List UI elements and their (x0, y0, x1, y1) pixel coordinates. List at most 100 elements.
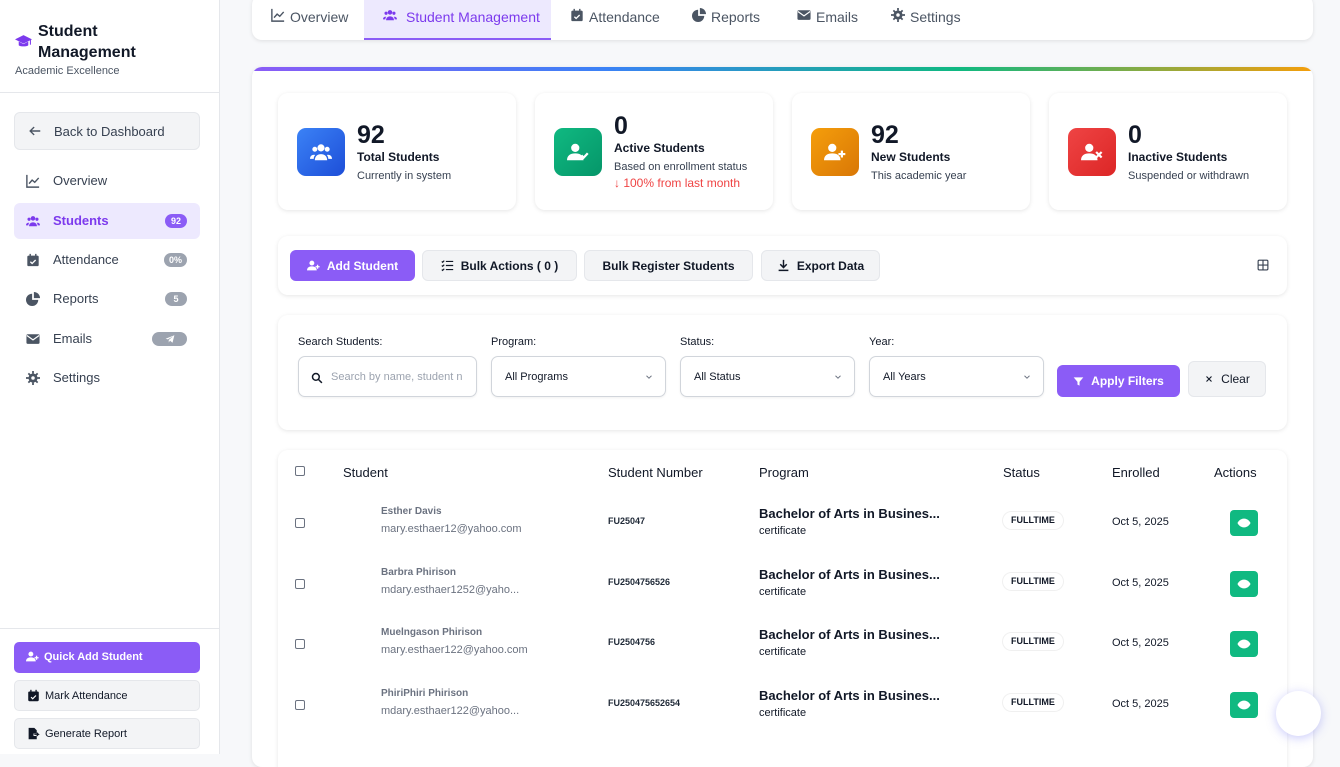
filter-label: Search Students: (298, 336, 383, 348)
tab[interactable]: Student Management (364, 0, 551, 40)
select-value: All Programs (505, 371, 568, 383)
button-icon (441, 260, 453, 272)
button-icon (1206, 376, 1213, 382)
nav-label: Settings (53, 370, 100, 385)
nav-badge (152, 332, 187, 346)
program-type: certificate (759, 525, 807, 537)
view-button[interactable] (1230, 692, 1258, 719)
stat-icon (811, 128, 859, 176)
clear-button[interactable]: Clear (1188, 361, 1266, 397)
table-row: Muelngason Phirison mary.esthaer122@yahoo… (278, 614, 1287, 675)
status-badge: FULLTIME (1003, 694, 1063, 712)
nav-icon (26, 174, 40, 188)
nav-item[interactable]: Emails (14, 321, 200, 357)
button-icon (306, 260, 320, 271)
nav-item[interactable]: Attendance 0% (14, 242, 200, 278)
filter-label: Year: (869, 336, 895, 348)
stat-note: Suspended or withdrawn (1128, 170, 1250, 182)
nav-label: Overview (53, 173, 108, 188)
column-header: Student Number (608, 465, 703, 480)
stat-value: 92 (871, 121, 899, 149)
nav-icon (27, 253, 39, 267)
program-name: Bachelor of Arts in Busines... (759, 688, 940, 704)
program-type: certificate (759, 585, 807, 598)
quick-action[interactable]: Mark Attendance (14, 680, 200, 711)
tab-label: Settings (910, 9, 961, 25)
tab[interactable]: Overview (252, 0, 364, 40)
stat-icon (554, 128, 602, 176)
view-icon (1237, 640, 1251, 649)
stat-label: Inactive Students (1128, 150, 1228, 164)
apply-filters-button[interactable]: Apply Filters (1057, 365, 1180, 397)
view-button[interactable] (1230, 570, 1258, 597)
student-email: mdary.esthaer122@yahoo... (381, 705, 520, 718)
select-chevron (835, 375, 841, 379)
stat-icon-glyph (824, 143, 846, 161)
checkbox[interactable] (295, 466, 305, 476)
nav-item[interactable]: Overview (14, 163, 200, 199)
floating-button[interactable] (1276, 691, 1321, 736)
tab[interactable]: Settings (872, 0, 972, 40)
nav-item[interactable]: Reports 5 (14, 281, 200, 317)
column-header: Student (343, 465, 388, 480)
checkbox[interactable] (295, 639, 305, 650)
stat-card: 0 Inactive Students Suspended or withdrawn (1049, 93, 1287, 210)
quick-action[interactable]: Generate Report (14, 718, 200, 749)
tab[interactable]: Reports (673, 0, 778, 40)
divider (0, 628, 219, 629)
nav-label: Students (53, 213, 109, 228)
toolbar-button[interactable]: Bulk Register Students (584, 250, 753, 281)
filter-card: Search Students: Search by name, student … (278, 315, 1287, 430)
tab-icon (797, 10, 811, 20)
checkbox[interactable] (295, 518, 305, 528)
student-number: FU2504756526 (608, 576, 671, 587)
status-badge: FULLTIME (1003, 512, 1063, 529)
toolbar-button[interactable]: Export Data (761, 250, 880, 281)
toolbar-button[interactable]: Add Student (290, 250, 415, 281)
back-button[interactable]: Back to Dashboard (14, 112, 200, 150)
nav-icon (26, 292, 40, 306)
brand-subtitle: Academic Excellence (15, 65, 120, 77)
toolbar-button[interactable]: Bulk Actions ( 0 ) (422, 250, 577, 281)
view-button[interactable] (1230, 510, 1258, 536)
select-value: All Status (694, 371, 741, 383)
quick-action-label: Quick Add Student (44, 651, 143, 663)
student-number: FU2504756 (608, 637, 656, 648)
divider (0, 92, 219, 93)
filter-select[interactable]: All Years (869, 356, 1044, 397)
stat-icon (1068, 128, 1116, 176)
filter-select[interactable]: All Programs (491, 356, 666, 397)
stat-label: New Students (871, 150, 951, 164)
tab-icon (271, 8, 285, 22)
student-email: mdary.esthaer1252@yaho... (381, 583, 520, 596)
enrolled-date: Oct 5, 2025 (1112, 637, 1169, 650)
accent-bar (252, 67, 1313, 71)
filter-label: Status: (680, 336, 715, 348)
view-button[interactable] (1230, 631, 1258, 658)
view-icon (1237, 579, 1251, 589)
program-type: certificate (759, 707, 807, 720)
search-icon (311, 372, 323, 384)
search-placeholder: Search by name, student n (331, 371, 463, 383)
button-label: Export Data (796, 258, 865, 273)
stat-note: Based on enrollment status (614, 161, 748, 173)
filter-select[interactable]: All Status (680, 356, 855, 397)
quick-action-label: Mark Attendance (45, 690, 128, 702)
student-email: mary.esthaer122@yahoo.com (381, 644, 528, 657)
tab-label: Overview (290, 9, 349, 25)
select-chevron (646, 375, 652, 379)
stat-card: 0 Active Students Based on enrollment stat… (535, 93, 773, 210)
tab[interactable]: Emails (778, 0, 872, 40)
nav-item[interactable]: Settings (14, 360, 200, 396)
stat-label: Total Students (357, 150, 440, 164)
tab[interactable]: Attendance (551, 0, 673, 40)
stat-note: Currently in system (357, 170, 452, 182)
quick-action[interactable]: Quick Add Student (14, 642, 200, 673)
view-icon (1237, 518, 1251, 528)
brand-title: Student Management (38, 23, 136, 61)
checkbox[interactable] (295, 578, 305, 589)
checkbox[interactable] (295, 700, 305, 711)
search-input[interactable]: Search by name, student n (298, 356, 477, 397)
nav-item[interactable]: Students 92 (14, 203, 200, 239)
column-header: Actions (1214, 465, 1257, 480)
